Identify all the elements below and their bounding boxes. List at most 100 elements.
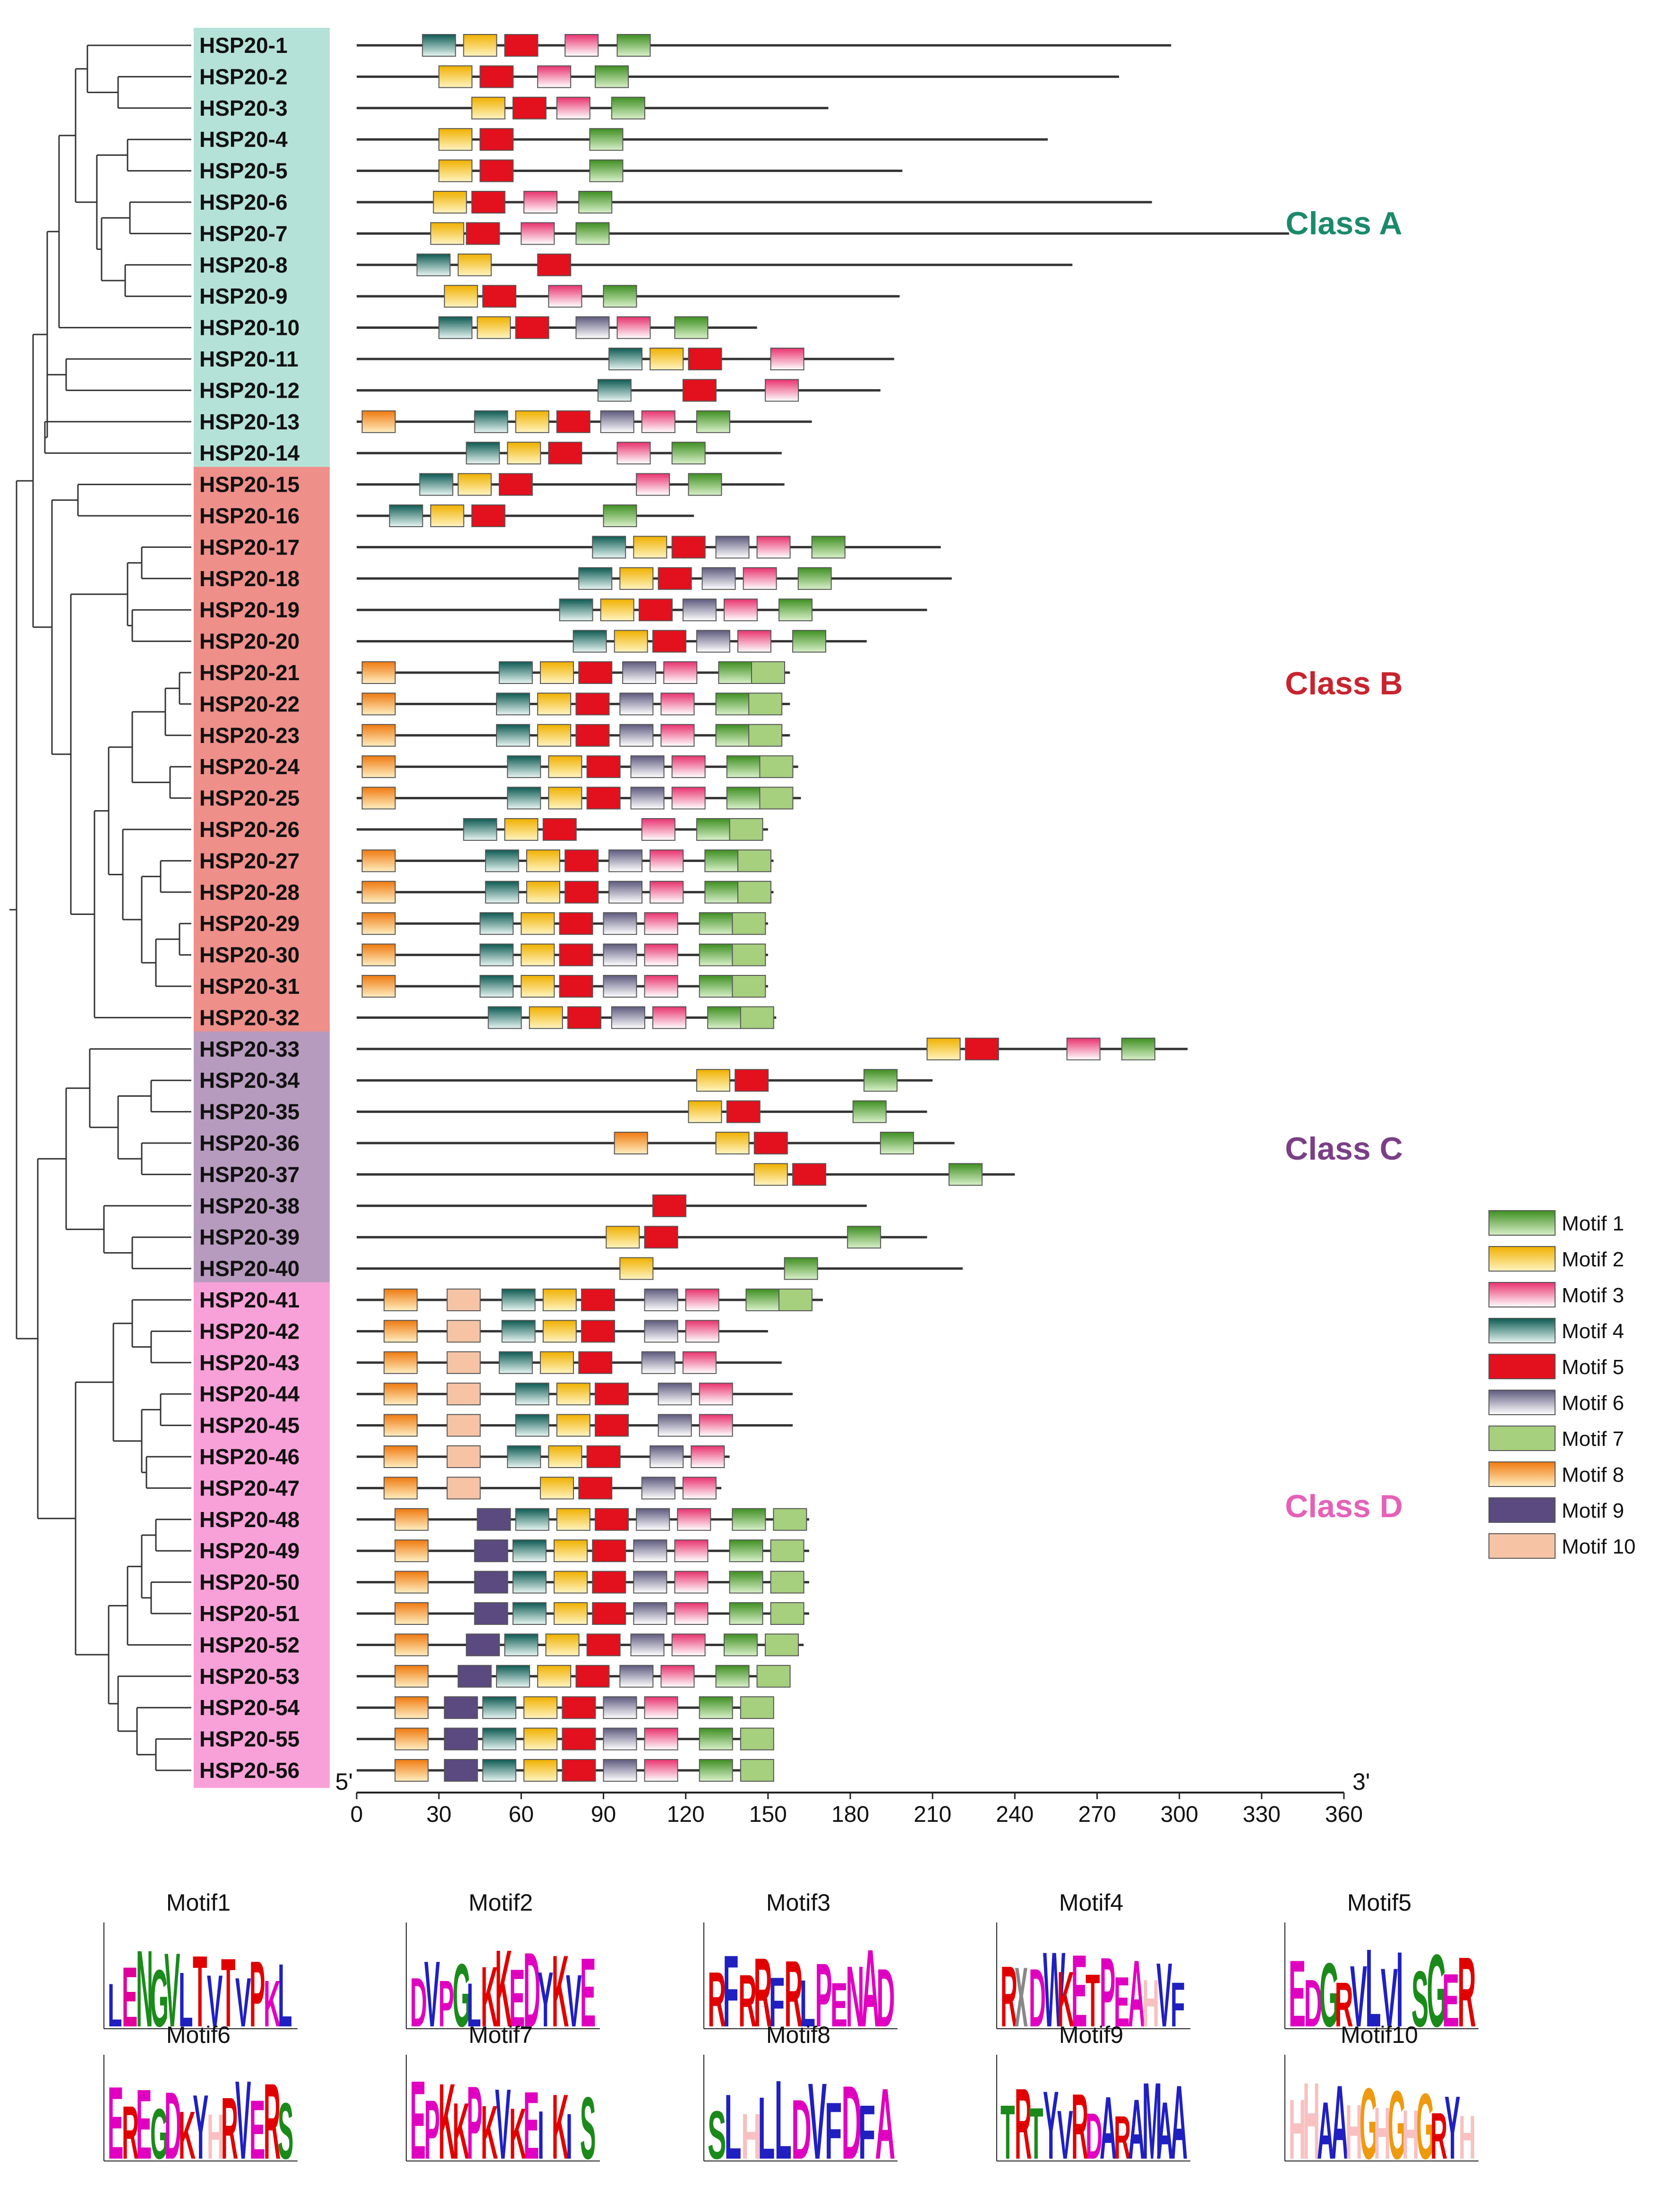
logo-letter: A (1171, 2064, 1188, 2181)
motif-1-box (589, 159, 624, 182)
motif-3-box (671, 786, 706, 810)
motif-5-box (592, 1539, 626, 1563)
motif-7-box (732, 975, 766, 998)
gene-label: HSP20-26 (199, 817, 299, 842)
logo-letter: K (552, 2076, 569, 2179)
motif-7-box (773, 1508, 807, 1531)
logo-letter: V (207, 1960, 222, 2042)
protein-track (357, 379, 881, 402)
motif-6-box (644, 1289, 678, 1311)
logo-letter: T (1086, 1958, 1100, 2042)
gene-label: HSP20-47 (199, 1476, 299, 1500)
legend-swatch (1488, 1426, 1556, 1451)
motif-9-box (444, 1759, 478, 1782)
logo-letter: R (1458, 1937, 1476, 2048)
class-label: Class A (1286, 205, 1402, 241)
motif-6-box (658, 1383, 692, 1406)
motif-6-box (603, 1759, 637, 1782)
motif-1-box (674, 316, 709, 339)
gene-label: HSP20-53 (199, 1664, 299, 1689)
logo-letter: D (1304, 1966, 1323, 2041)
motif-1-box (852, 1100, 887, 1123)
motif-4-box (515, 1414, 549, 1437)
motif-2-box (438, 128, 473, 151)
motif-4-box (512, 1539, 547, 1563)
logo-letter: V (164, 1932, 180, 2049)
motif-3-box (556, 96, 590, 120)
motif-4-box (501, 1320, 536, 1343)
gene-label: HSP20-1 (199, 33, 288, 58)
gene-label: HSP20-19 (199, 598, 299, 622)
motif-2-box (457, 473, 492, 496)
motif-7-box (740, 1696, 774, 1719)
motif-7-box (740, 1759, 774, 1782)
logo-letter: K (552, 1935, 569, 2049)
logo-letter: D (1086, 2100, 1103, 2173)
motif-5-box (504, 34, 539, 57)
logo-letter: P (438, 1967, 454, 2041)
class-bands (194, 27, 330, 1788)
motif-6-box (633, 1602, 667, 1625)
motif-3-box (765, 379, 799, 402)
logo-letter: F (769, 1962, 785, 2041)
protein-track (357, 316, 757, 339)
protein-track (357, 1257, 963, 1280)
logo-letter: V (235, 1964, 251, 2041)
gene-label: HSP20-3 (199, 96, 288, 120)
motif-logo: Motif8 SL HL L DVF DF A (703, 2022, 898, 2183)
logo-title: Motif4 (1059, 1889, 1123, 1916)
legend-label: Motif 8 (1562, 1463, 1624, 1486)
logo-letter: A (875, 2068, 896, 2181)
gene-label: HSP20-49 (199, 1538, 299, 1563)
motif-1-box (699, 912, 733, 935)
motif-2-box (444, 285, 478, 308)
motif-1-box (729, 1602, 763, 1625)
class-labels: Class A Class B Class C Class D (1285, 205, 1402, 1524)
length-axis: 0 30 60 90 120 150 180 210 240 270 300 330 360 5' 3' (335, 1768, 1370, 1827)
motif-4-box (496, 692, 530, 716)
motif-8-box (361, 410, 396, 433)
axis-tick-label: 330 (1243, 1802, 1281, 1827)
motif-3-box (674, 1571, 709, 1594)
motif-1-box (715, 692, 750, 716)
protein-track (357, 473, 785, 496)
logo-letter: E (523, 2072, 539, 2179)
legend-label: Motif 6 (1562, 1392, 1624, 1415)
logo-letter: Y (193, 2076, 208, 2178)
gene-label: HSP20-40 (199, 1256, 299, 1281)
axis-tick-label: 90 (591, 1802, 616, 1827)
motif-5-box (512, 96, 547, 120)
motif-6-box (636, 1508, 670, 1531)
logo-letter: R (754, 1938, 772, 2048)
logo-letter: E (509, 1953, 525, 2044)
logo-letter: V (1057, 2097, 1073, 2174)
motif-3-box (650, 880, 684, 904)
gene-labels: HSP20-1 HSP20-2 HSP20-3 HSP20-4 HSP20-5 HSP20… (199, 33, 300, 1783)
motif-3-box (644, 1759, 678, 1782)
protein-track (357, 128, 1048, 151)
gene-label: HSP20-9 (199, 284, 288, 308)
motif-4-box (482, 1696, 517, 1719)
legend-swatch (1488, 1461, 1556, 1487)
motif-7-box (737, 849, 771, 872)
protein-track (357, 1696, 774, 1719)
motif-2-box (523, 1727, 558, 1751)
legend-swatch (1488, 1354, 1556, 1379)
logo-letter: V (1381, 1951, 1398, 2044)
motif-2-box (554, 1571, 588, 1594)
motif-8-box (384, 1414, 418, 1437)
motif-3-box (636, 473, 670, 496)
motif-5-box (562, 1696, 596, 1719)
logo-letter: E (122, 1950, 137, 2045)
protein-track (357, 880, 774, 904)
logo-letter: D (842, 2064, 862, 2181)
motif-4-box (496, 724, 530, 747)
gene-label: HSP20-27 (199, 848, 299, 873)
gene-label: HSP20-56 (199, 1758, 299, 1783)
protein-track (357, 1194, 867, 1217)
motif-5-box (586, 755, 621, 778)
protein-track (357, 285, 900, 308)
logo-letter: G (150, 2094, 169, 2174)
motif-3-box (743, 567, 777, 590)
